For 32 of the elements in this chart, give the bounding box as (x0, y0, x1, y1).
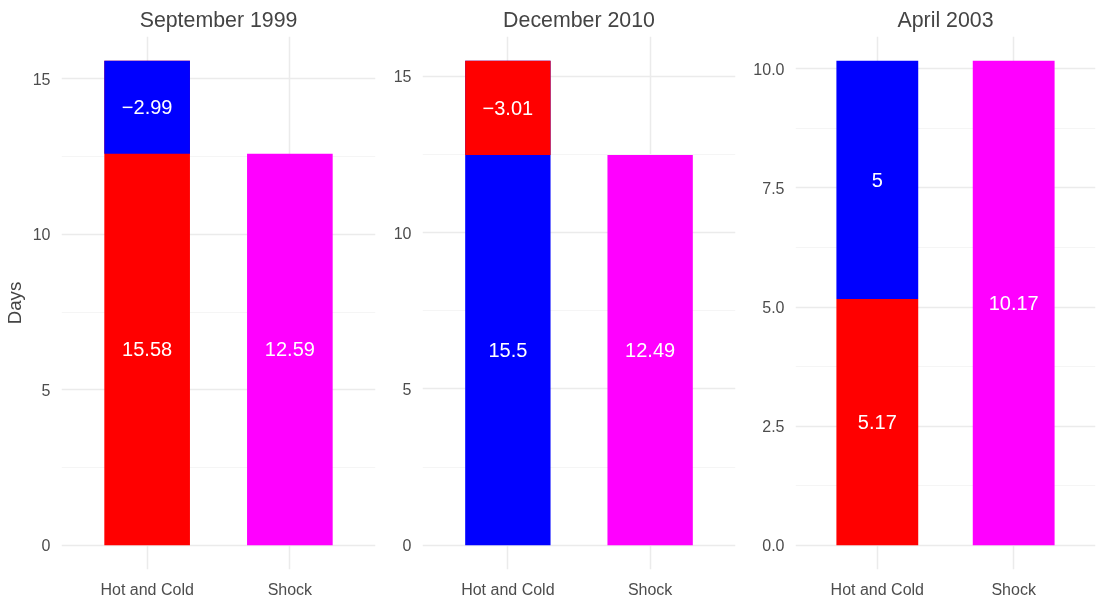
x-tick-label: Shock (991, 580, 1037, 598)
y-axis-title: Days (3, 281, 25, 325)
x-tick-label: Shock (267, 580, 314, 598)
chart-title: December 2010 (503, 7, 656, 32)
data-label: −3.01 (482, 96, 534, 119)
y-tick-label: 7.5 (762, 179, 785, 197)
y-tick-label: 5 (402, 380, 412, 398)
y-tick-label: 10.0 (753, 60, 785, 78)
y-tick-label: 5 (41, 381, 51, 399)
data-label: 15.5 (488, 339, 528, 362)
x-tick-label: Hot and Cold (100, 580, 194, 598)
data-label: 10.17 (988, 292, 1039, 314)
y-tick-label: 0 (402, 537, 412, 555)
y-tick-label: 0 (41, 537, 51, 555)
y-tick-label: 10 (393, 224, 412, 242)
chart-title: September 1999 (139, 7, 298, 32)
data-label: 12.49 (625, 339, 676, 362)
chart-title: April 2003 (897, 7, 994, 32)
x-tick-label: Shock (627, 580, 674, 598)
data-label: −2.99 (121, 96, 173, 119)
data-label: 5 (871, 168, 883, 191)
data-label: 15.58 (122, 338, 173, 361)
y-tick-label: 0.0 (762, 537, 785, 555)
y-tick-label: 10 (32, 226, 51, 244)
y-tick-label: 5.0 (762, 299, 785, 317)
y-tick-label: 15 (393, 68, 412, 86)
x-tick-label: Hot and Cold (830, 580, 925, 598)
x-tick-label: Hot and Cold (461, 580, 555, 598)
y-tick-label: 15 (32, 70, 51, 88)
data-label: 5.17 (857, 411, 897, 434)
data-label: 12.59 (264, 338, 315, 361)
y-tick-label: 2.5 (762, 418, 785, 436)
